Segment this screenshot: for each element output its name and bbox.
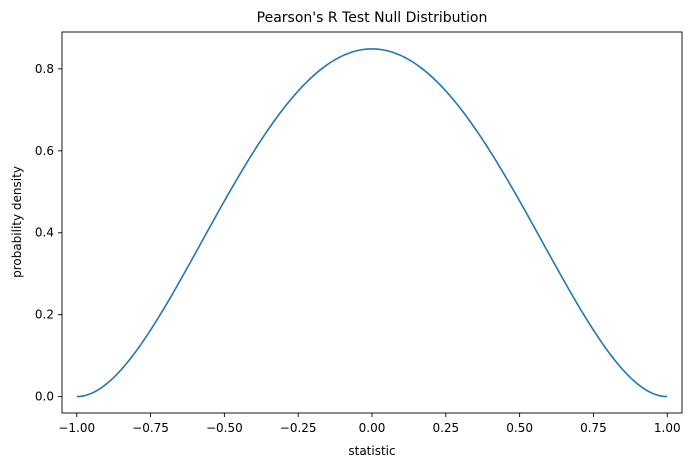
x-tick-label: −1.00 bbox=[58, 421, 95, 435]
x-tick-label: 1.00 bbox=[654, 421, 681, 435]
x-tick-label: −0.25 bbox=[280, 421, 317, 435]
chart-title: Pearson's R Test Null Distribution bbox=[257, 10, 488, 26]
x-axis-label: statistic bbox=[348, 444, 395, 458]
x-tick-label: 0.50 bbox=[506, 421, 533, 435]
x-tick-label: 0.25 bbox=[432, 421, 459, 435]
x-tick-label: 0.00 bbox=[359, 421, 386, 435]
y-tick-label: 0.8 bbox=[35, 62, 54, 76]
series-line-0 bbox=[76, 48, 668, 398]
plot-frame bbox=[61, 31, 683, 414]
y-axis-label: probability density bbox=[10, 166, 24, 278]
x-tick-label: 0.75 bbox=[580, 421, 607, 435]
x-tick-label: −0.50 bbox=[206, 421, 243, 435]
plot-area bbox=[76, 48, 668, 398]
x-axis: −1.00 −0.75 −0.50 −0.25 0.00 0.25 0.50 0.75 1.00 bbox=[58, 413, 681, 435]
y-tick-label: 0.2 bbox=[35, 308, 54, 322]
y-tick-label: 0.4 bbox=[35, 226, 54, 240]
y-axis: 0.0 0.2 0.4 0.6 0.8 bbox=[35, 62, 62, 404]
x-tick-label: −0.75 bbox=[132, 421, 169, 435]
y-tick-label: 0.0 bbox=[35, 390, 54, 404]
y-tick-label: 0.6 bbox=[35, 144, 54, 158]
